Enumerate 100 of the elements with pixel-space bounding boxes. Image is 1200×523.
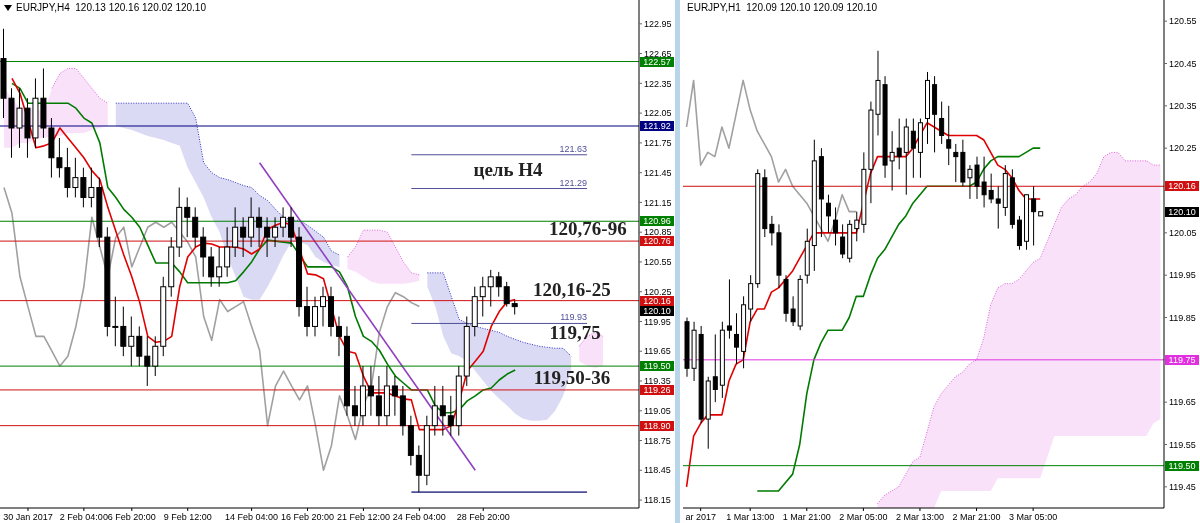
candlestick xyxy=(192,206,199,248)
candlestick xyxy=(128,316,135,367)
ref-line-label: 120.16 xyxy=(1165,181,1199,192)
candlestick xyxy=(734,312,740,365)
candlestick xyxy=(288,206,295,248)
annotation: 120,76-96 xyxy=(549,217,627,240)
line-series xyxy=(3,186,421,472)
y-tick-label: 119.95 xyxy=(1169,270,1196,281)
candlestick xyxy=(479,276,486,318)
x-tick-label: 30 Jan 2017 xyxy=(3,512,53,522)
line-series xyxy=(685,79,858,243)
candlestick xyxy=(224,226,231,278)
x-tick-label: 3 Mar 05:00 xyxy=(1009,512,1058,522)
candlestick xyxy=(264,216,271,258)
x-tick-label: 2 Mar 05:00 xyxy=(839,512,888,522)
y-tick-label: 120.05 xyxy=(1169,228,1197,239)
candlestick xyxy=(272,216,279,248)
candlestick xyxy=(152,335,159,377)
x-tick-label: 2 Mar 13:00 xyxy=(895,512,944,522)
candlestick xyxy=(988,173,994,204)
series-label: 119.93 xyxy=(560,312,588,323)
ref-line-label: 119.75 xyxy=(1165,354,1199,365)
candlestick xyxy=(939,101,945,145)
y-tick-label: 119.85 xyxy=(1169,312,1196,323)
candlestick xyxy=(495,271,502,298)
candlestick xyxy=(200,226,207,278)
y-tick-label: 118.45 xyxy=(644,465,671,476)
candlestick xyxy=(946,105,952,166)
candlestick xyxy=(367,365,374,417)
candlestick xyxy=(216,246,223,288)
candlestick xyxy=(833,206,839,247)
candlestick xyxy=(995,185,1001,230)
x-tick-label: 6 Feb 20:00 xyxy=(107,512,156,522)
x-tick-label: 1 Mar 21:00 xyxy=(782,512,831,522)
y-tick-label: 119.65 xyxy=(1169,397,1196,408)
candlestick xyxy=(304,286,311,337)
candlestick xyxy=(431,385,438,437)
candlestick xyxy=(726,278,732,340)
candlestick xyxy=(439,385,446,437)
annotation: 119,75 xyxy=(549,321,601,344)
text: 120.10 xyxy=(1165,206,1199,217)
series-label: 121.29 xyxy=(559,177,588,188)
ref-line-label: 122.57 xyxy=(640,56,674,67)
x-tick-label: 2 Mar 21:00 xyxy=(952,512,1001,522)
candlestick xyxy=(854,211,860,242)
candlestick xyxy=(312,296,319,337)
candlestick xyxy=(240,216,247,258)
x-tick-label: 21 Feb 12:00 xyxy=(336,512,390,522)
candlestick xyxy=(1031,185,1037,247)
x-tick-label: 1 Mar 13:00 xyxy=(726,512,775,522)
candlestick xyxy=(248,196,255,248)
candlestick xyxy=(280,206,287,238)
candlestick xyxy=(375,375,382,427)
y-tick-label: 119.65 xyxy=(644,346,671,357)
y-tick-label: 119.95 xyxy=(644,316,671,327)
y-tick-label: 119.45 xyxy=(1169,482,1196,493)
ref-line-label: 119.26 xyxy=(640,384,674,395)
ref-line-label: 120.96 xyxy=(640,216,674,227)
candlestick xyxy=(184,196,191,238)
annotation: 120,16-25 xyxy=(533,278,611,301)
y-tick-label: 120.45 xyxy=(1169,58,1197,69)
candlestick xyxy=(503,281,510,308)
y-tick-label: 120.55 xyxy=(644,257,672,268)
y-tick-label: 120.35 xyxy=(1169,101,1197,112)
candlestick xyxy=(447,395,454,437)
series-label: 121.63 xyxy=(559,143,588,154)
candlestick xyxy=(112,296,119,347)
candlestick xyxy=(256,206,263,248)
x-tick-label: ar 2017 xyxy=(685,512,716,522)
text: 120.10 xyxy=(640,305,674,316)
y-tick-label: 118.15 xyxy=(644,495,671,506)
candlestick xyxy=(208,246,215,288)
y-tick-label: 121.45 xyxy=(644,167,672,178)
annotation: цель H4 xyxy=(473,159,543,182)
x-tick-label: 14 Feb 04:00 xyxy=(225,512,279,522)
x-tick-label: 9 Feb 12:00 xyxy=(163,512,212,522)
ref-line-label: 119.50 xyxy=(1165,460,1199,471)
y-tick-label: 122.95 xyxy=(644,19,672,30)
x-tick-label: 24 Feb 04:00 xyxy=(392,512,446,522)
annotation: 119,50-36 xyxy=(533,367,611,390)
candlestick xyxy=(825,194,831,234)
y-tick-label: 122.05 xyxy=(644,108,672,119)
x-tick-label: 28 Feb 20:00 xyxy=(456,512,510,522)
x-tick-label: 16 Feb 20:00 xyxy=(281,512,335,522)
ref-line-label: 119.50 xyxy=(640,361,674,372)
candlestick xyxy=(896,118,902,170)
ref-line-label: 120.16 xyxy=(640,295,674,306)
y-tick-label: 121.15 xyxy=(644,197,672,208)
candlestick xyxy=(391,375,398,417)
candlestick xyxy=(712,333,718,403)
candlestick xyxy=(351,385,358,427)
candlestick xyxy=(487,269,494,308)
y-tick-label: 122.35 xyxy=(644,78,672,89)
candlestick xyxy=(910,118,916,179)
ref-line-label: 118.90 xyxy=(640,420,674,431)
ref-line-label: 121.92 xyxy=(640,121,674,131)
candlestick xyxy=(136,325,143,367)
candlestick xyxy=(120,306,127,357)
candlestick xyxy=(335,316,342,357)
ref-line-label: 120.76 xyxy=(640,236,674,247)
